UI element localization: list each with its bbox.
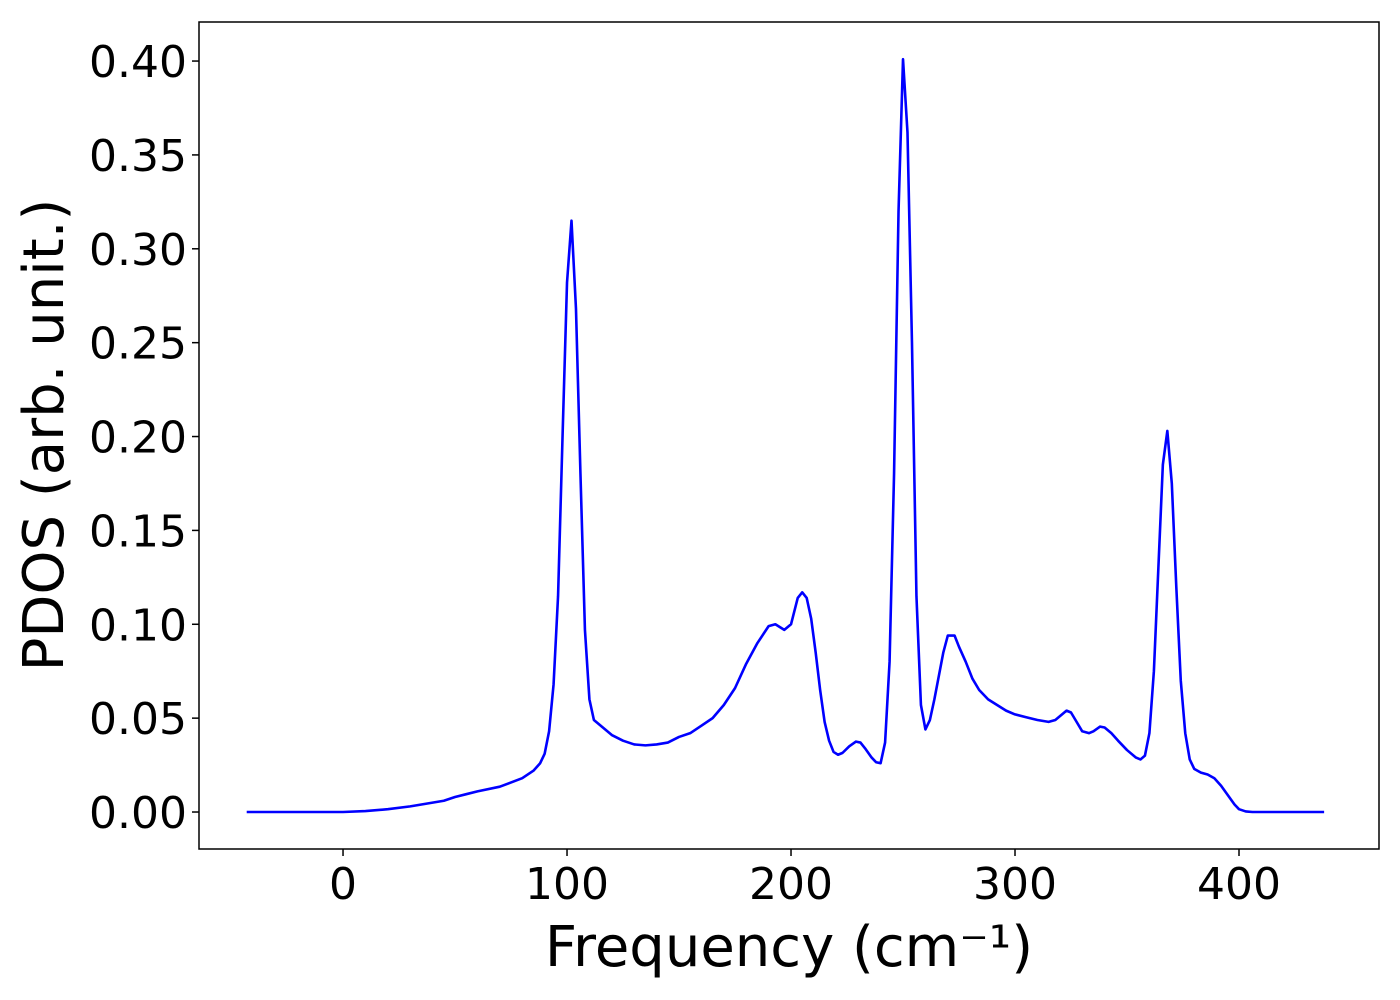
y-tick-label: 0.10 [89, 600, 187, 651]
y-tick-label: 0.30 [89, 225, 187, 276]
data-line [246, 57, 1325, 814]
y-tick-label: 0.25 [89, 319, 187, 370]
y-tick-label: 0.40 [89, 37, 187, 88]
y-tick-label: 0.00 [89, 788, 187, 839]
plot-frame [198, 21, 1380, 850]
y-tick-label: 0.20 [89, 413, 187, 464]
y-axis-label: PDOS (arb. unit.) [12, 199, 77, 672]
x-tick-label: 200 [749, 859, 833, 910]
x-axis-label: Frequency (cm⁻¹) [545, 915, 1033, 980]
x-tick-label: 100 [525, 859, 609, 910]
y-tick-label: 0.35 [89, 131, 187, 182]
x-tick-label: 0 [329, 859, 357, 910]
x-tick-label: 300 [973, 859, 1057, 910]
y-tick-label: 0.15 [89, 506, 187, 557]
y-tick-label: 0.05 [89, 694, 187, 745]
x-tick-label: 400 [1197, 859, 1281, 910]
